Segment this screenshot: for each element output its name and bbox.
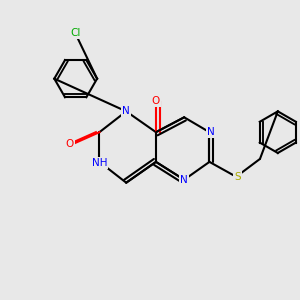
Text: Cl: Cl — [70, 28, 81, 38]
Text: N: N — [180, 175, 188, 185]
Text: N: N — [122, 106, 130, 116]
Text: S: S — [234, 172, 241, 182]
Text: O: O — [152, 96, 160, 106]
Text: NH: NH — [92, 158, 107, 168]
Text: N: N — [207, 127, 215, 137]
Text: O: O — [66, 139, 74, 149]
